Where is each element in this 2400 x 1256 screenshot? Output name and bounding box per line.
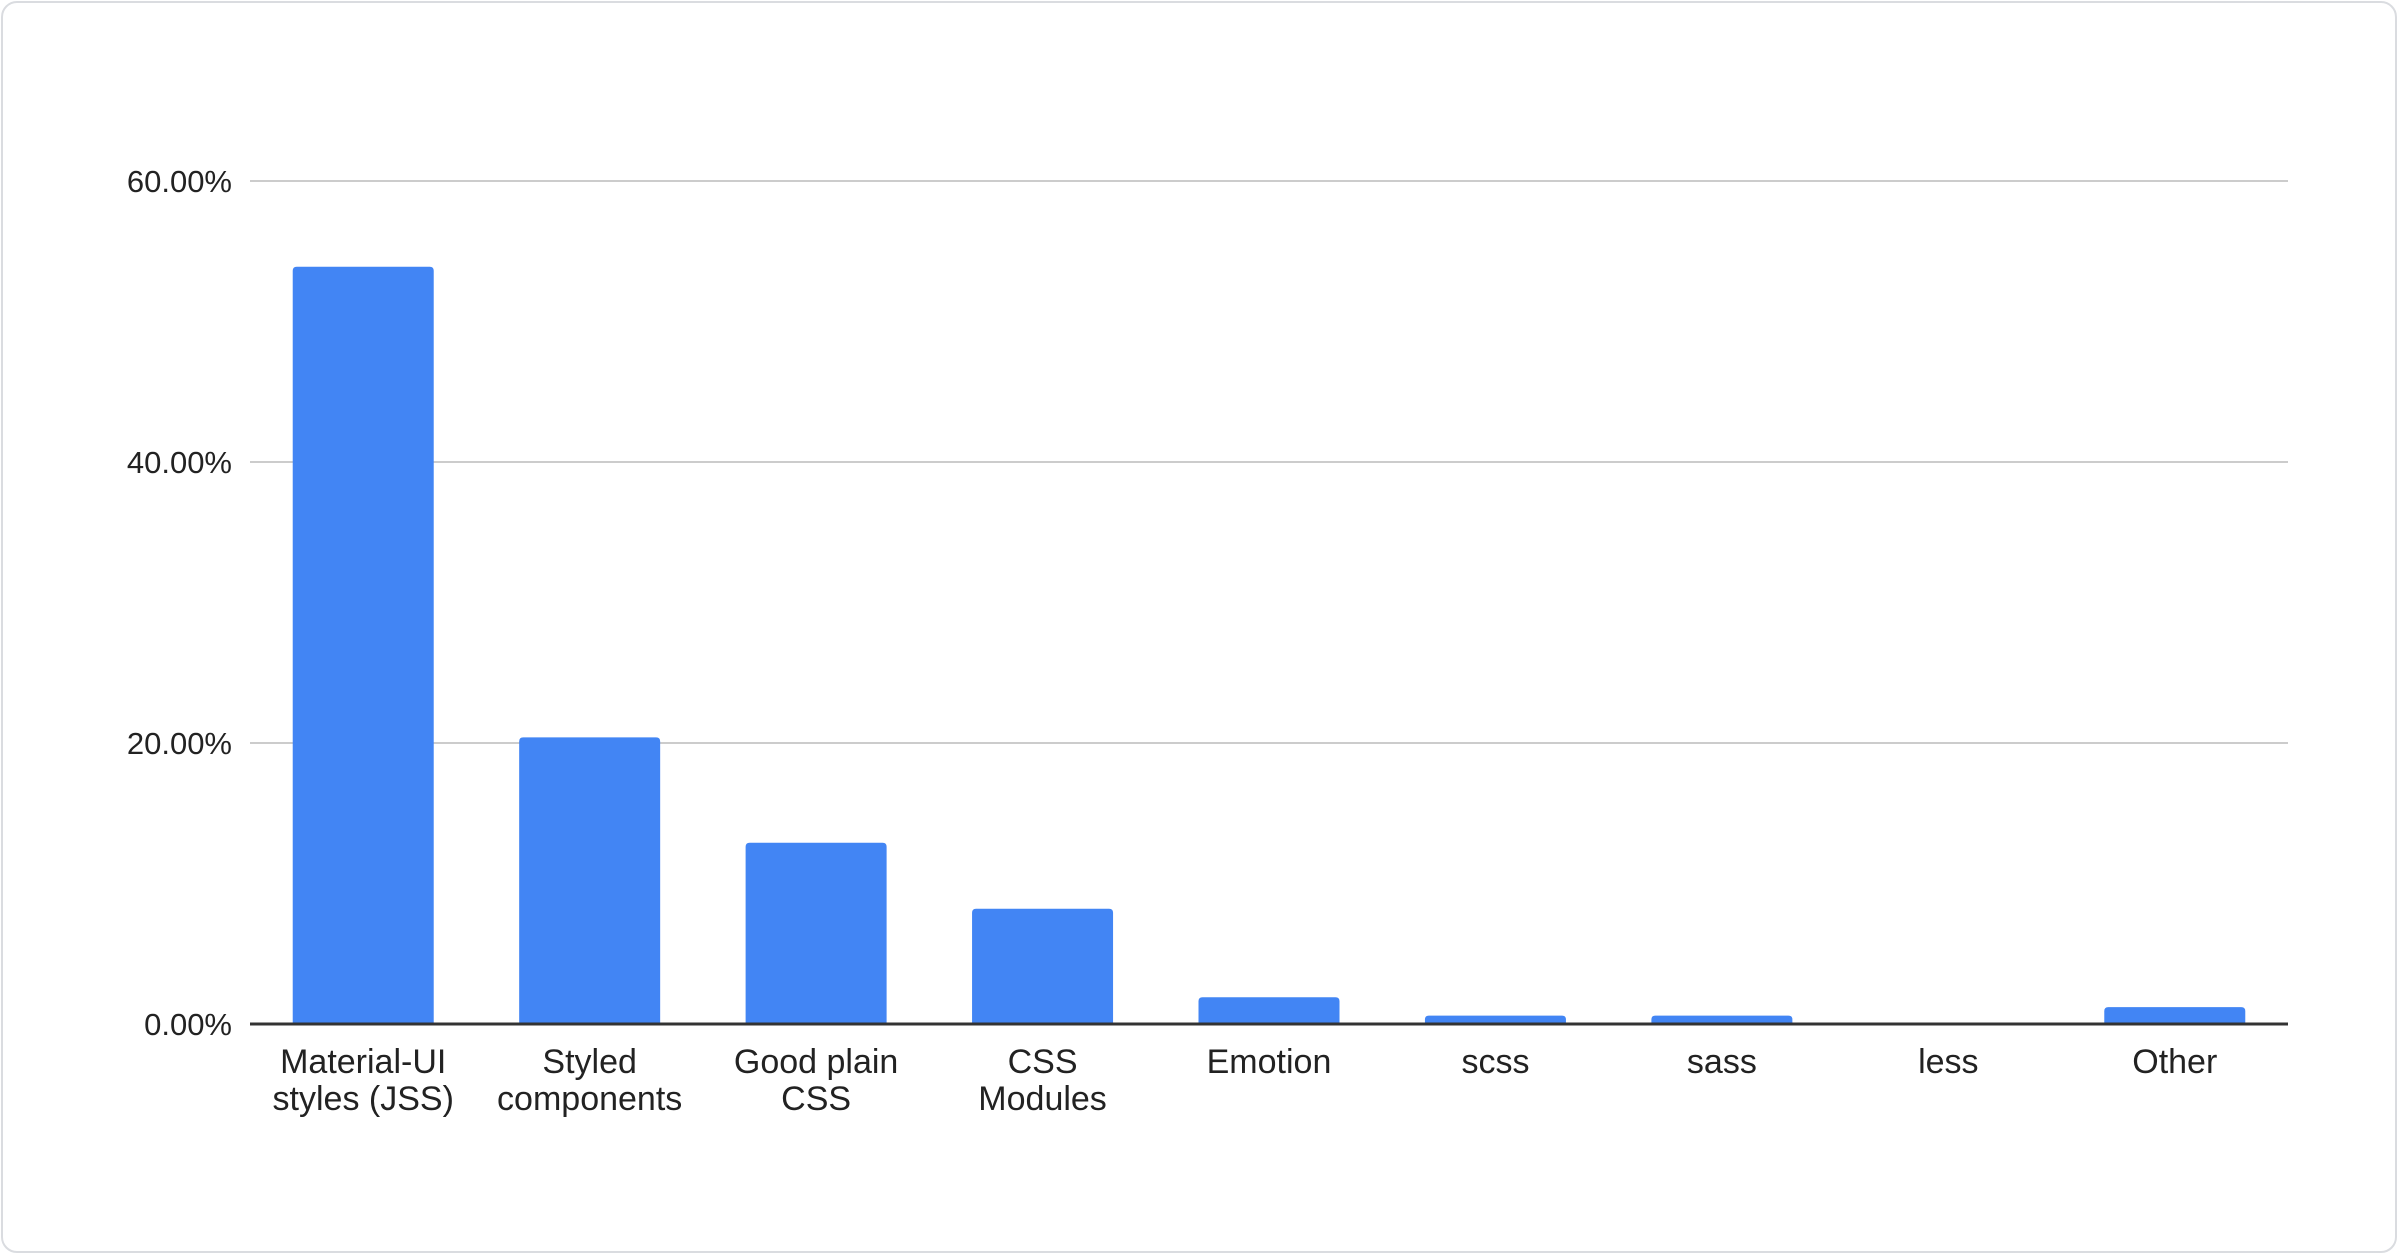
bar: [1651, 1015, 1793, 1024]
bar: [1424, 1015, 1566, 1024]
bar: [1198, 997, 1340, 1024]
x-tick-label: CSS: [1008, 1043, 1078, 1081]
x-tick-label: styles (JSS): [273, 1080, 454, 1118]
bar: [972, 908, 1114, 1024]
x-tick-label: Good plain: [734, 1043, 898, 1081]
x-tick-label: less: [1918, 1043, 1978, 1081]
x-tick-label: sass: [1687, 1043, 1757, 1081]
x-tick-label: Other: [2132, 1043, 2217, 1081]
bar: [292, 266, 434, 1025]
y-tick-label: 20.00%: [127, 726, 232, 761]
bar: [2104, 1007, 2246, 1024]
bar: [519, 737, 661, 1024]
y-tick-label: 40.00%: [127, 445, 232, 480]
x-tick-label: Styled: [542, 1043, 637, 1081]
x-tick-label: components: [497, 1080, 682, 1118]
x-tick-label: Modules: [978, 1080, 1107, 1118]
x-tick-label: Material-UI: [280, 1043, 446, 1081]
y-tick-label: 60.00%: [127, 164, 232, 199]
bar: [745, 842, 887, 1024]
x-tick-label: Emotion: [1207, 1043, 1332, 1081]
x-tick-label: CSS: [781, 1080, 851, 1118]
y-tick-label: 0.00%: [144, 1007, 232, 1042]
x-tick-label: scss: [1461, 1043, 1529, 1081]
